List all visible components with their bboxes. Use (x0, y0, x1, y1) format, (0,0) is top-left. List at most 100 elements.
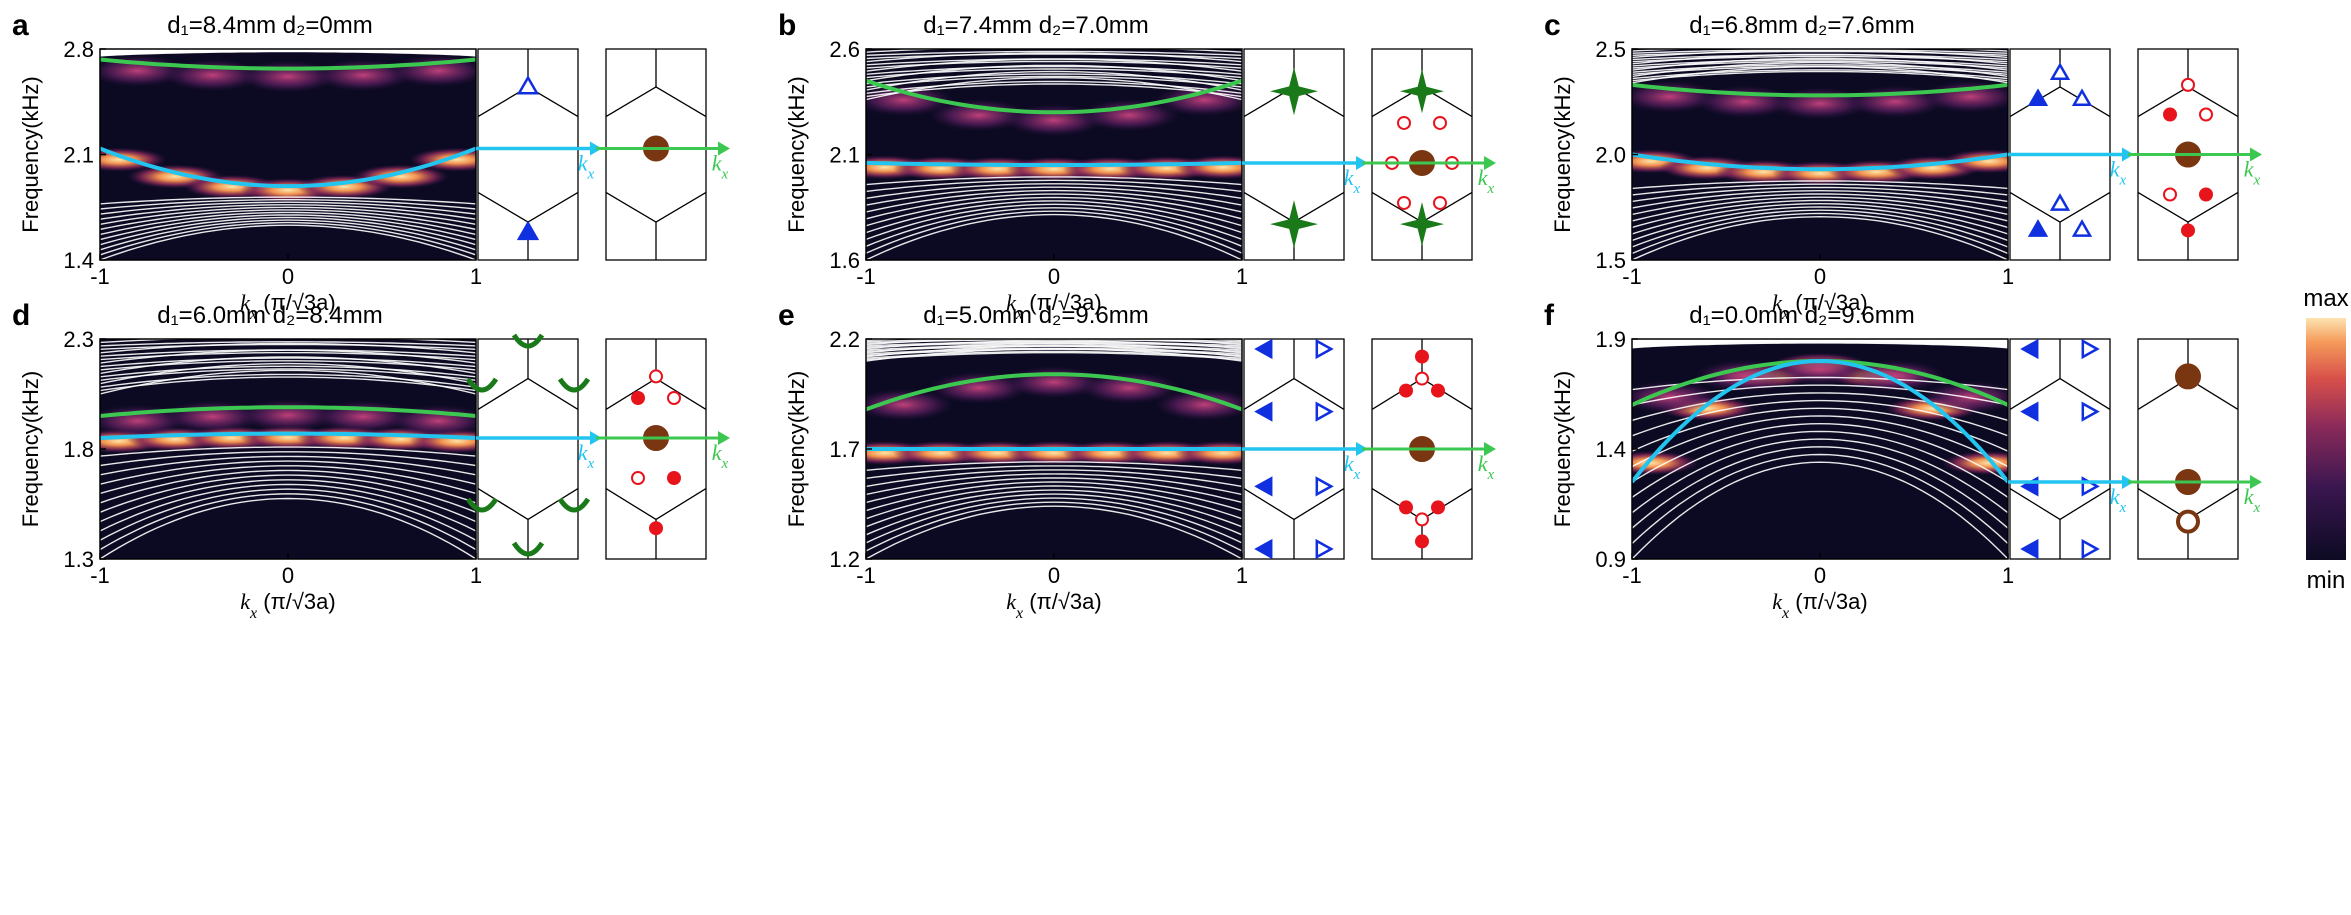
cell-edge-4 (655, 488, 707, 520)
bulk-band (1632, 422, 2008, 483)
bulk-band (866, 53, 1242, 60)
bulk-band (1632, 183, 2008, 196)
bulk-band (1632, 193, 2008, 216)
red-dot-icon (2199, 187, 2213, 202)
cell-edge-2 (1293, 378, 1345, 410)
bulk-band (866, 473, 1242, 496)
kx-label-cyan: kx (1344, 165, 1361, 197)
bulk-band (866, 213, 1242, 260)
filled-triangle-icon (1254, 476, 1273, 497)
cell-edge-4 (2187, 191, 2239, 223)
unit-cell-d-1 (465, 333, 591, 560)
ytick-label: 1.7 (829, 437, 860, 462)
green-arc-icon (557, 497, 591, 513)
plot-area-b (866, 49, 1242, 260)
ytick-label: 2.3 (63, 327, 94, 352)
bulk-band (100, 465, 476, 495)
cell-edge-3 (477, 488, 529, 520)
ytick-label: 2.8 (63, 37, 94, 62)
bulk-band (100, 497, 476, 559)
bulk-band (866, 68, 1242, 79)
ytick-label: 2.2 (829, 327, 860, 352)
red-dot-icon (1415, 534, 1429, 549)
bulk-band (1632, 180, 2008, 190)
x-axis-label: kx (π/√3a) (1772, 589, 1867, 622)
bulk-band (1632, 202, 2008, 235)
bulk-band (100, 352, 476, 361)
cyan-edge-state-curve (866, 160, 1242, 168)
cyan-edge-state-curve (1632, 358, 2008, 484)
bulk-band (100, 474, 476, 513)
heat-spot (352, 164, 449, 189)
red-ring-icon (631, 471, 645, 485)
filled-triangle-icon (1254, 401, 1273, 422)
red-ring-icon (649, 369, 663, 384)
bulk-band (866, 186, 1242, 206)
panel-letter-e: e (778, 299, 795, 332)
heat-spot-bulk (866, 84, 954, 117)
bulk-band (100, 365, 476, 378)
cell-edge-1 (1243, 378, 1295, 410)
xtick-label: -1 (90, 264, 110, 289)
ytick-label: 2.5 (1595, 37, 1626, 62)
cell-edge-2 (2187, 86, 2239, 118)
bulk-band (866, 497, 1242, 544)
open-triangle-icon (2049, 193, 2071, 211)
bulk-band (100, 204, 476, 220)
cell-edge-4 (1293, 488, 1345, 520)
panel-title-e: d₁=5.0mm d₂=9.6mm (923, 302, 1149, 329)
bulk-band (866, 189, 1242, 213)
red-dot-icon (1431, 383, 1445, 398)
cell-edge-1 (2137, 86, 2189, 118)
panel-title-a: d₁=8.4mm d₂=0mm (167, 12, 373, 39)
bulk-band (866, 501, 1242, 552)
cell-edge-1 (2009, 378, 2061, 410)
bulk-band (100, 455, 476, 476)
panel-letter-c: c (1544, 9, 1561, 42)
colorbar-gradient (2306, 318, 2346, 560)
bulk-band (100, 209, 476, 231)
kx-label-cyan: kx (1344, 451, 1361, 483)
filled-triangle-icon (2020, 401, 2039, 422)
cell-edge-1 (1371, 378, 1423, 410)
bulk-band (866, 50, 1242, 56)
bulk-band (100, 376, 476, 392)
x-axis-label: kx (π/√3a) (1772, 290, 1867, 323)
star-icon (1400, 202, 1444, 247)
heat-spot-bulk (1154, 84, 1242, 117)
cell-edge-3 (1371, 488, 1423, 520)
bulk-band (1632, 196, 2008, 222)
green-arrow-head-icon (2250, 147, 2262, 162)
panel-title-d: d₁=6.0mm d₂=8.4mm (157, 302, 383, 329)
open-triangle-icon (1315, 538, 1334, 560)
bulk-band (866, 505, 1242, 559)
bulk-band (1632, 407, 2008, 452)
xtick-label: 1 (2002, 563, 2014, 588)
colorbar-max-label: max (2303, 285, 2348, 312)
y-axis-label: Frequency(kHz) (18, 76, 43, 232)
xtick-label: 1 (470, 264, 482, 289)
green-state-curve (100, 405, 476, 418)
brown-dot-icon (2175, 363, 2201, 390)
red-dot-icon (1431, 500, 1445, 515)
cell-edge-3 (605, 488, 657, 520)
bulk-band (866, 342, 1242, 348)
bulk-band (866, 176, 1242, 186)
cell-edge-3 (477, 191, 529, 223)
kx-label-cyan: kx (2110, 157, 2127, 189)
y-axis-label: Frequency(kHz) (784, 371, 809, 527)
bulk-band (866, 348, 1242, 357)
bulk-band (1632, 59, 2008, 67)
ytick-label: 1.4 (63, 248, 94, 273)
green-state-curve (1632, 82, 2008, 98)
ytick-label: 0.9 (1595, 547, 1626, 572)
bulk-band (866, 210, 1242, 254)
bulk-band (1632, 392, 2008, 422)
bulk-band (866, 485, 1242, 520)
kx-label-cyan: kx (578, 440, 595, 472)
red-dot-icon (2181, 223, 2195, 238)
open-triangle-icon (2071, 219, 2093, 237)
bulk-band (1632, 341, 2008, 348)
bulk-band (866, 477, 1242, 504)
bulk-band (100, 224, 476, 260)
